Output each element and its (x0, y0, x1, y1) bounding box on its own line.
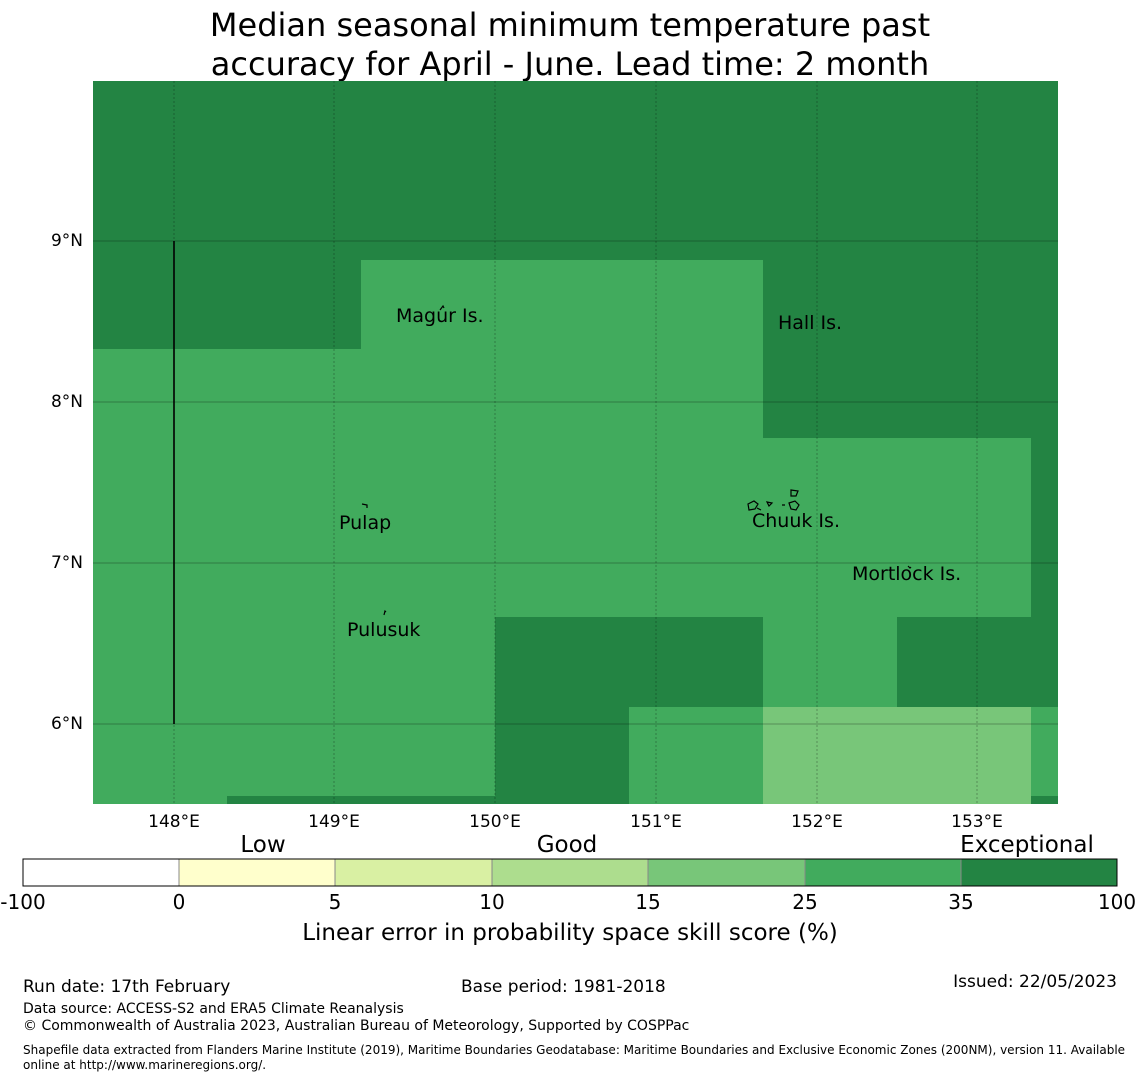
colorbar-tick: 0 (172, 890, 186, 914)
field-cell (763, 617, 897, 707)
colorbar-segment (22, 858, 180, 887)
lon-label-148e: 148°E (148, 812, 200, 832)
colorbar-segment (647, 858, 806, 887)
field-cell (93, 796, 227, 804)
field-cell (763, 438, 1031, 617)
mortlock-island-outline (907, 565, 912, 569)
field-cell (1031, 707, 1058, 796)
colorbar-tick: 100 (1097, 890, 1137, 914)
colorbar-tick: -100 (0, 890, 46, 914)
shapefile-credit-line-1: Shapefile data extracted from Flanders M… (23, 1043, 1126, 1057)
colorbar-segments (22, 858, 1118, 887)
pulap-island-outline (361, 503, 368, 508)
lat-label-7n: 7°N (50, 553, 83, 573)
colorbar-segment (804, 858, 962, 887)
lon-label-151e: 151°E (630, 812, 682, 832)
island-outlines (361, 304, 912, 616)
lon-label-149e: 149°E (308, 812, 360, 832)
place-label-pulusuk: Pulusuk (347, 619, 421, 641)
shapefile-credit-line-2: online at http://www.marineregions.org/. (23, 1058, 267, 1072)
field-cell (93, 349, 495, 796)
lon-label-153e: 153°E (951, 812, 1003, 832)
field-cell (763, 707, 1031, 804)
class-label-low: Low (240, 832, 286, 858)
map-title-line-1: Median seasonal minimum temperature past (209, 6, 931, 44)
lat-label-8n: 8°N (50, 392, 83, 412)
colorbar-segment (960, 858, 1118, 887)
colorbar-segment (491, 858, 649, 887)
place-label-magur: Magur Is. (396, 305, 484, 327)
colorbar-tick: 15 (635, 890, 661, 914)
graticule (93, 81, 1058, 804)
lat-label-6n: 6°N (50, 714, 83, 734)
lat-label-9n: 9°N (50, 231, 83, 251)
colorbar-segment (334, 858, 493, 887)
colorbar-title: Linear error in probability space skill … (302, 920, 838, 946)
run-date: Run date: 17th February (23, 977, 231, 997)
place-label-pulap: Pulap (339, 512, 392, 534)
colorbar-segment (178, 858, 336, 887)
colorbar-tick: 35 (948, 890, 974, 914)
colorbar-tick: 10 (479, 890, 505, 914)
skill-field (93, 81, 1058, 804)
magur-island-outline (439, 304, 445, 311)
field-cell (629, 707, 763, 804)
place-label-hall: Hall Is. (778, 312, 843, 334)
lon-label-152e: 152°E (791, 812, 843, 832)
copyright: © Commonwealth of Australia 2023, Austra… (23, 1018, 690, 1034)
issued-date: Issued: 22/05/2023 (953, 972, 1117, 992)
field-cell (495, 349, 763, 617)
colorbar-tick: 25 (792, 890, 818, 914)
class-label-exceptional: Exceptional (960, 832, 1094, 858)
place-label-mortlock: Mortlock Is. (852, 563, 962, 585)
data-source: Data source: ACCESS-S2 and ERA5 Climate … (23, 1001, 404, 1017)
class-label-good: Good (536, 832, 598, 858)
base-period: Base period: 1981-2018 (461, 977, 666, 997)
map-title-line-2: accuracy for April - June. Lead time: 2 … (210, 45, 930, 83)
colorbar-frame (22, 858, 1118, 887)
chuuk-lagoon-outline (747, 489, 800, 511)
place-label-chuuk: Chuuk Is. (752, 510, 840, 532)
colorbar-tick: 5 (328, 890, 342, 914)
field-cell (361, 260, 763, 349)
pulusuk-island-outline (383, 609, 387, 616)
lon-label-150e: 150°E (469, 812, 521, 832)
